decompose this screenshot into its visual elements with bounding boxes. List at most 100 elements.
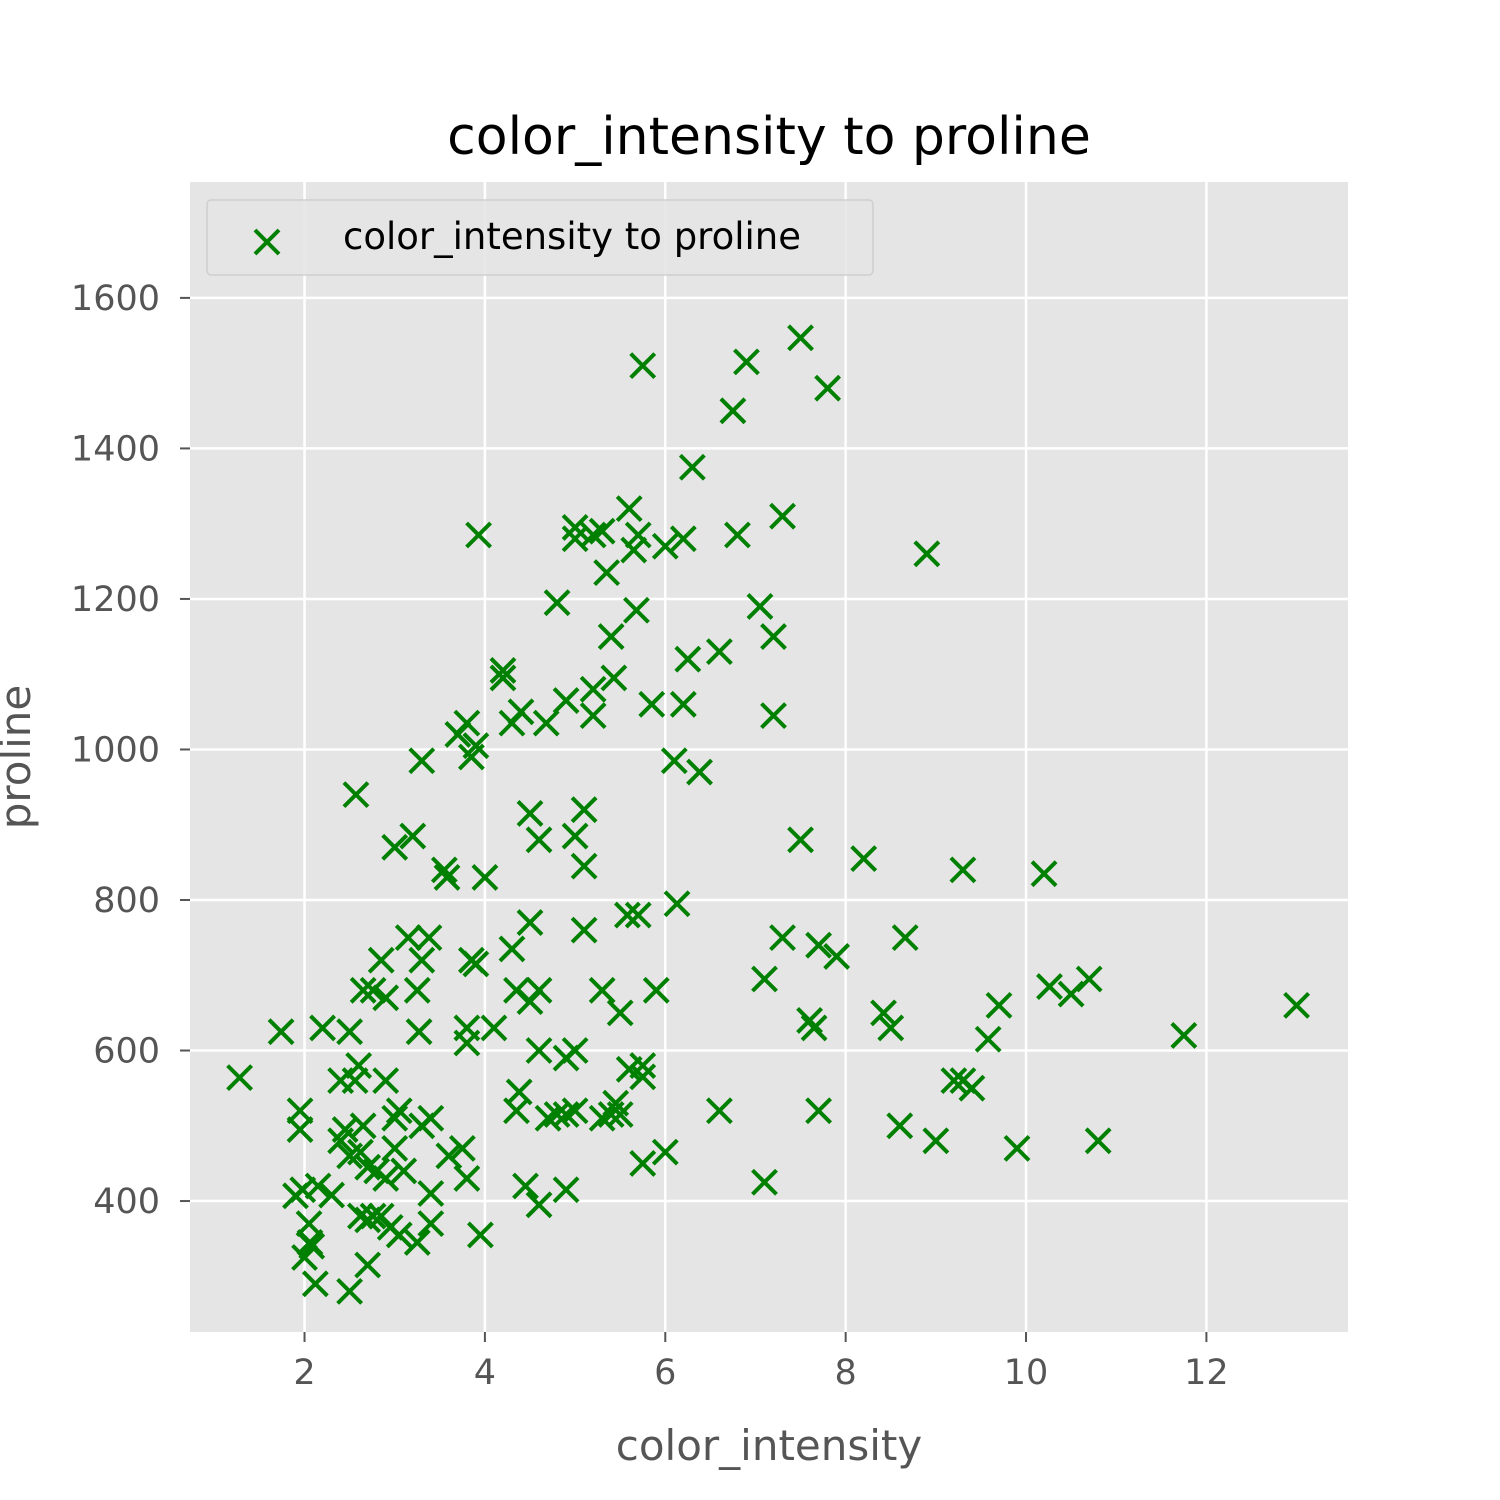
data-point [760,702,787,730]
y-tick-label: 600 [93,1032,160,1072]
data-point [579,702,607,730]
data-point [345,1052,373,1079]
data-point [606,999,634,1027]
data-point [651,532,679,560]
data-point [453,1029,481,1057]
x-tick-label: 2 [293,1353,315,1393]
legend-x-marker [253,228,281,256]
data-point [512,1172,539,1200]
data-point [408,747,436,775]
data-points [226,324,1311,1305]
data-point [372,1067,400,1095]
y-tick-label: 1600 [71,279,160,319]
data-point [466,1221,494,1249]
data-point [465,521,493,549]
data-point [787,826,814,854]
data-point [561,514,589,541]
data-point [430,856,458,884]
data-point [724,521,751,549]
data-point [525,1037,553,1064]
data-point [760,623,787,650]
data-point [660,747,688,775]
data-point [342,781,370,809]
data-point [949,856,977,884]
data-point [462,950,490,978]
data-point [448,1134,476,1162]
data-point [769,502,796,530]
data-point [552,687,580,714]
data-point [390,1157,418,1185]
data-point [552,1101,580,1128]
data-point [505,1078,533,1106]
data-point [606,1101,634,1128]
data-point [289,1176,317,1204]
data-point [796,1007,823,1034]
data-point [372,1165,400,1192]
data-point [298,1232,326,1260]
axis-ticks: 2 4 6 8 10 12 400 600 800 1000 1200 1400 1600 [71,279,1229,1393]
data-point [593,559,621,587]
y-tick-label: 1000 [71,730,160,770]
data-point [805,931,833,959]
data-point [525,1191,553,1219]
data-point [579,675,607,703]
data-point [922,1127,950,1155]
chart-title: color_intensity to proline [447,107,1091,167]
data-point [624,521,652,549]
data-point [620,536,648,564]
data-point [516,909,544,936]
data-point [579,521,607,549]
data-point [1003,1134,1031,1162]
data-point [532,709,560,737]
data-point [309,1014,336,1042]
y-tick-label: 1200 [71,580,160,620]
data-point [805,1097,833,1125]
data-point [453,1165,481,1192]
x-tick-label: 8 [835,1353,857,1393]
data-point [850,845,878,873]
x-tick-label: 10 [1004,1353,1049,1393]
data-point [480,1014,508,1042]
data-point [913,540,941,568]
data-point [870,999,897,1027]
data-point [471,864,499,891]
data-point [405,1018,433,1046]
data-point [705,1097,733,1125]
data-point [403,976,431,1004]
x-tick-label: 6 [654,1353,676,1393]
data-point [787,324,814,352]
data-point [651,1138,679,1166]
data-point [394,924,422,952]
data-point [226,1064,254,1092]
data-point [516,800,544,827]
data-point [613,901,641,929]
data-point [1170,1022,1198,1049]
data-point [769,924,796,952]
data-point [354,1153,382,1181]
data-point [286,1116,314,1143]
data-point [686,758,713,786]
data-point [629,1052,657,1079]
data-point [498,935,526,963]
data-point [600,664,628,692]
data-point [417,1210,445,1238]
data-point [408,946,436,974]
data-point [561,822,589,850]
data-point [570,852,598,880]
data-point [623,596,650,624]
data-point [570,796,598,824]
data-point [561,1037,589,1064]
data-point [489,664,517,692]
y-tick-label: 1400 [71,429,160,469]
data-point [958,1074,986,1102]
data-point [940,1067,968,1095]
data-point [629,352,657,380]
data-point [638,690,666,718]
data-point [385,1221,413,1249]
x-axis-label: color_intensity [616,1421,923,1470]
data-point [435,1142,463,1170]
data-point [891,924,919,952]
data-point [669,525,697,553]
data-point [570,916,598,944]
